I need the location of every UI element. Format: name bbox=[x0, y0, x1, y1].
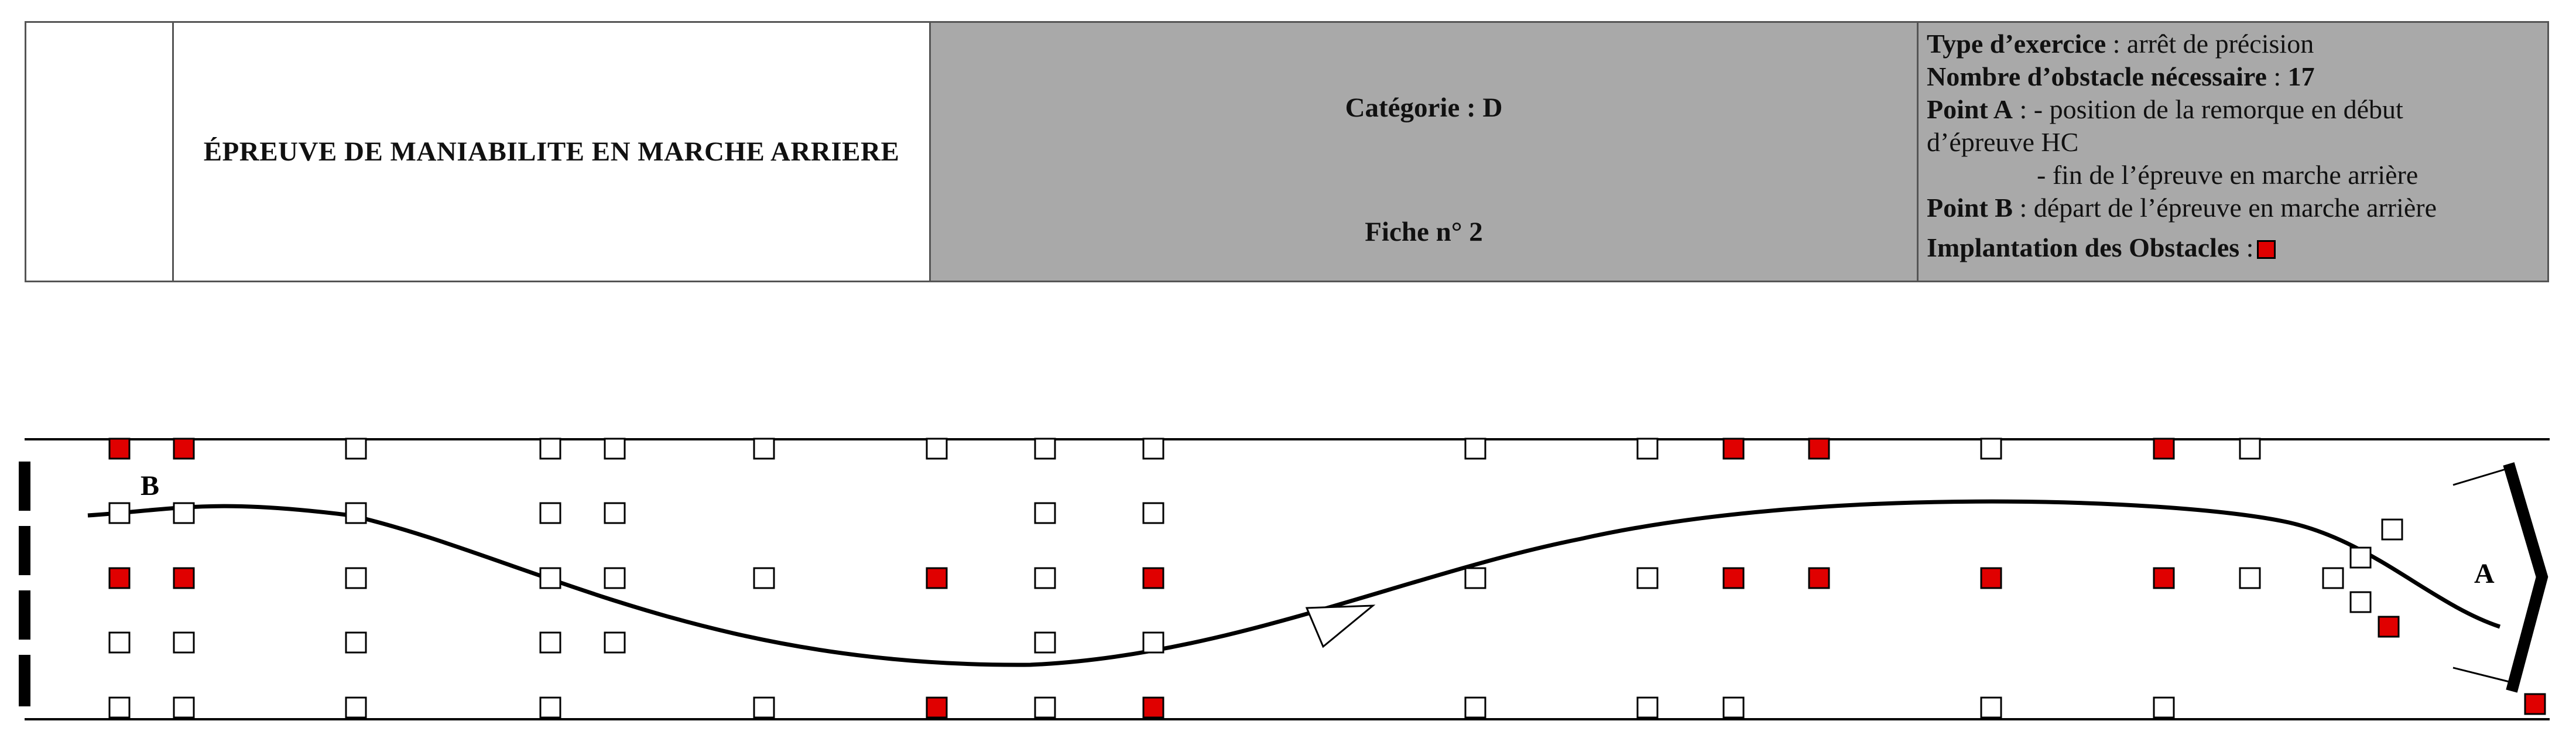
open-obstacle bbox=[345, 696, 367, 719]
open-obstacle bbox=[2239, 438, 2261, 460]
red-obstacle bbox=[926, 696, 948, 719]
red-obstacle bbox=[1142, 567, 1164, 589]
open-obstacle bbox=[1722, 696, 1745, 719]
open-obstacle bbox=[1636, 438, 1659, 460]
open-obstacle bbox=[2381, 518, 2403, 541]
obstacle-count: Nombre d’obstacle nécessaire : 17 bbox=[1927, 62, 2315, 91]
red-obstacle bbox=[2153, 438, 2175, 460]
open-obstacle bbox=[539, 567, 561, 589]
exercise-type: Type d’exercice : arrêt de précision bbox=[1927, 29, 2314, 59]
open-obstacle bbox=[1464, 438, 1486, 460]
category-label: Catégorie : D bbox=[1345, 93, 1503, 123]
red-obstacle bbox=[1808, 438, 1830, 460]
category-cell: Catégorie : D Fiche n° 2 bbox=[931, 23, 1919, 281]
obstacles-layer bbox=[108, 438, 2546, 719]
open-obstacle bbox=[1464, 567, 1486, 589]
open-obstacle bbox=[345, 631, 367, 654]
open-obstacle bbox=[1034, 631, 1056, 654]
open-obstacle bbox=[345, 567, 367, 589]
open-obstacle bbox=[2239, 567, 2261, 589]
point-a-line3: - fin de l’épreuve en marche arrière bbox=[2037, 160, 2419, 190]
open-obstacle bbox=[2349, 546, 2372, 569]
open-obstacle bbox=[1636, 696, 1659, 719]
point-b: Point B : départ de l’épreuve en marche … bbox=[1927, 193, 2437, 223]
info-cell: Type d’exercice : arrêt de précision Nom… bbox=[1919, 23, 2547, 281]
open-obstacle bbox=[604, 502, 626, 524]
fiche-number: Fiche n° 2 bbox=[1365, 217, 1483, 247]
open-obstacle bbox=[604, 567, 626, 589]
point-a-label: A bbox=[2474, 558, 2495, 589]
open-obstacle bbox=[539, 696, 561, 719]
point-b-label: B bbox=[141, 470, 159, 501]
header-table: ÉPREUVE DE MANIABILITE EN MARCHE ARRIERE… bbox=[25, 21, 2549, 282]
open-obstacle bbox=[539, 631, 561, 654]
obstacle-legend: Implantation des Obstacles : bbox=[1927, 231, 2547, 264]
open-obstacle bbox=[604, 438, 626, 460]
start-barrier bbox=[19, 462, 30, 706]
open-obstacle bbox=[2322, 567, 2344, 589]
open-obstacle bbox=[2349, 591, 2372, 613]
open-obstacle bbox=[539, 438, 561, 460]
red-obstacle bbox=[1808, 567, 1830, 589]
open-obstacle bbox=[1980, 438, 2002, 460]
red-obstacle bbox=[2524, 693, 2546, 715]
open-obstacle bbox=[753, 696, 775, 719]
open-obstacle bbox=[1980, 696, 2002, 719]
open-obstacle bbox=[539, 502, 561, 524]
open-obstacle bbox=[1636, 567, 1659, 589]
open-obstacle bbox=[753, 438, 775, 460]
direction-arrow-icon bbox=[1305, 604, 1376, 648]
red-obstacle bbox=[173, 438, 195, 460]
open-obstacle bbox=[345, 438, 367, 460]
open-obstacle bbox=[1142, 631, 1164, 654]
red-obstacle-legend-icon bbox=[2257, 240, 2276, 259]
red-obstacle bbox=[2153, 567, 2175, 589]
open-obstacle bbox=[1034, 502, 1056, 524]
sheet-title: ÉPREUVE DE MANIABILITE EN MARCHE ARRIERE bbox=[174, 23, 931, 281]
open-obstacle bbox=[1034, 438, 1056, 460]
open-obstacle bbox=[108, 631, 131, 654]
red-obstacle bbox=[1722, 438, 1745, 460]
red-obstacle bbox=[926, 567, 948, 589]
open-obstacle bbox=[173, 631, 195, 654]
red-obstacle bbox=[1142, 696, 1164, 719]
red-obstacle bbox=[1980, 567, 2002, 589]
point-a-line2: d’épreuve HC bbox=[1927, 127, 2079, 157]
point-a: Point A : - position de la remorque en d… bbox=[1927, 94, 2403, 124]
open-obstacle bbox=[1142, 438, 1164, 460]
open-obstacle bbox=[108, 696, 131, 719]
open-obstacle bbox=[753, 567, 775, 589]
open-obstacle bbox=[1034, 696, 1056, 719]
end-zone bbox=[2452, 462, 2548, 693]
open-obstacle bbox=[604, 631, 626, 654]
open-obstacle bbox=[1034, 567, 1056, 589]
red-obstacle bbox=[1722, 567, 1745, 589]
vehicle-path-line bbox=[87, 499, 2501, 667]
open-obstacle bbox=[2153, 696, 2175, 719]
open-obstacle bbox=[173, 696, 195, 719]
red-obstacle bbox=[108, 438, 131, 460]
open-obstacle bbox=[173, 502, 195, 524]
open-obstacle bbox=[926, 438, 948, 460]
open-obstacle bbox=[345, 502, 367, 524]
red-obstacle bbox=[173, 567, 195, 589]
red-obstacle bbox=[2378, 616, 2400, 638]
open-obstacle bbox=[1142, 502, 1164, 524]
open-obstacle bbox=[1464, 696, 1486, 719]
red-obstacle bbox=[108, 567, 131, 589]
blank-cell bbox=[26, 23, 174, 281]
open-obstacle bbox=[108, 502, 131, 524]
